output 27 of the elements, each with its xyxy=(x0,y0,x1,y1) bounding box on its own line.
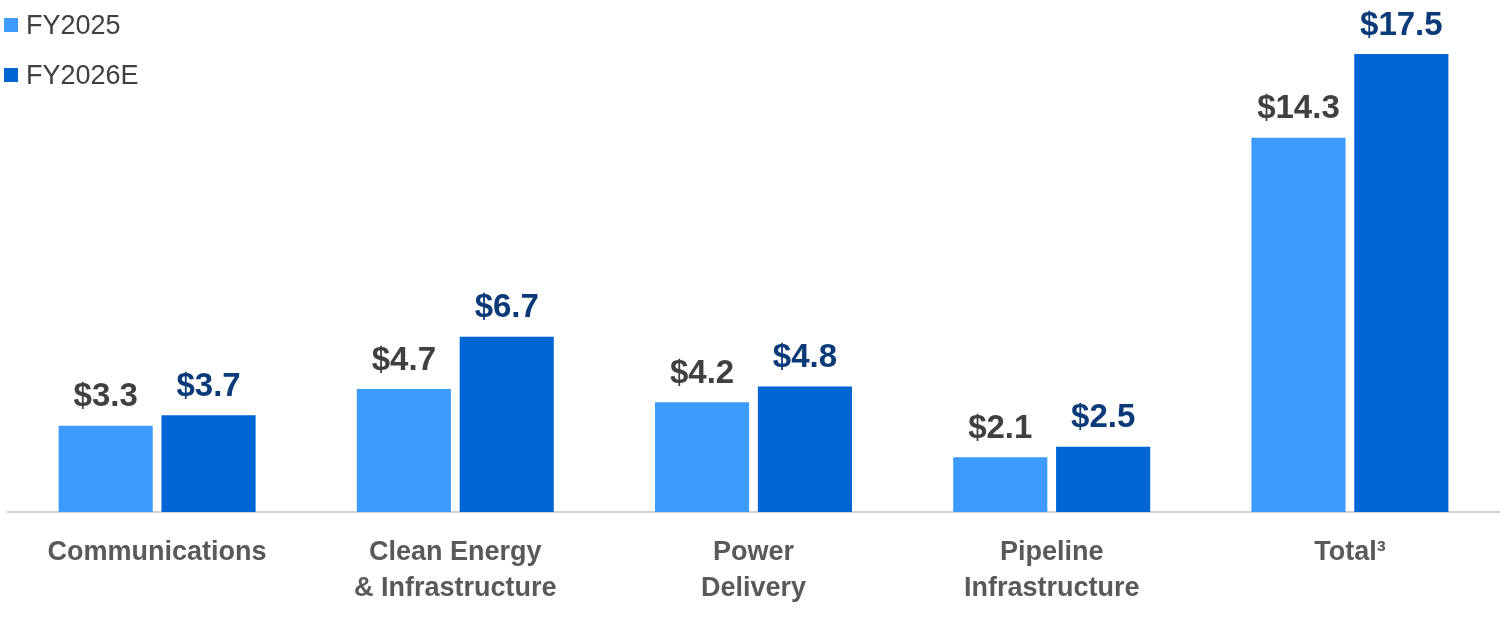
data-label: $3.7 xyxy=(176,365,241,403)
bar xyxy=(356,389,451,513)
legend-label: FY2026E xyxy=(26,59,139,92)
data-label: $3.3 xyxy=(73,376,138,414)
bar xyxy=(58,425,153,513)
data-label: $2.1 xyxy=(968,407,1033,445)
data-label: $14.3 xyxy=(1257,88,1340,126)
legend-label: FY2025 xyxy=(26,9,121,42)
x-tick-label: Pipeline Infrastructure xyxy=(963,535,1140,603)
data-label: $4.2 xyxy=(669,352,735,390)
x-tick-label: Total³ xyxy=(1314,535,1386,566)
data-label: $17.5 xyxy=(1360,4,1443,42)
bar xyxy=(953,457,1048,513)
x-tick-label: Power Delivery xyxy=(700,535,807,603)
bar xyxy=(1354,54,1449,513)
bar xyxy=(1056,446,1151,513)
bar xyxy=(161,415,256,513)
bar xyxy=(654,402,750,513)
x-tick-label: Clean Energy & Infrastructure xyxy=(354,535,557,603)
x-tick-label: Communications xyxy=(47,535,267,566)
data-label: $6.7 xyxy=(474,287,539,325)
bar xyxy=(459,336,554,513)
data-label: $2.5 xyxy=(1071,397,1136,435)
data-label: $4.7 xyxy=(371,339,436,377)
bar xyxy=(757,386,853,513)
data-label: $4.8 xyxy=(772,337,838,375)
bar xyxy=(1251,137,1346,513)
